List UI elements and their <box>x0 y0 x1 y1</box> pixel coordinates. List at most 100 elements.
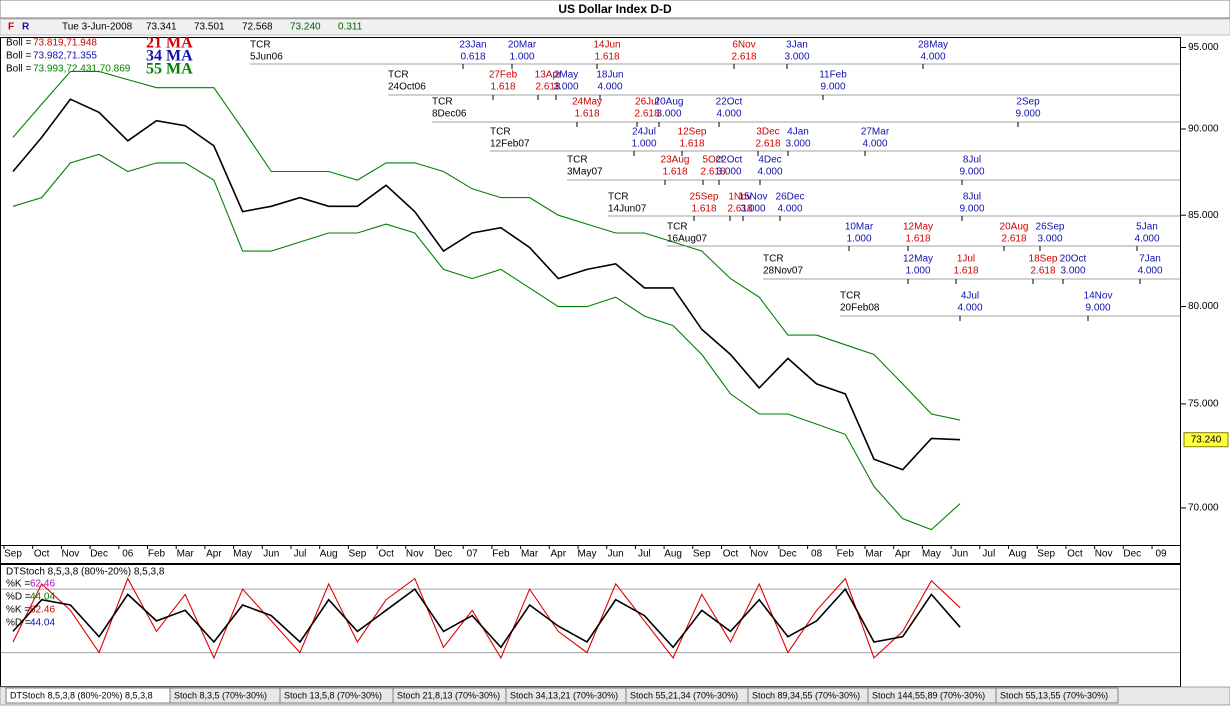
tab-label[interactable]: Stoch 21,8,13 (70%-30%) <box>397 690 500 700</box>
ma-label: 21 MA <box>146 35 193 52</box>
tcr-target-date: 12May <box>903 222 933 233</box>
x-tick-label: 09 <box>1155 549 1167 560</box>
x-tick-label: Sep <box>693 549 711 560</box>
tcr-target-ratio: 1.618 <box>679 139 704 150</box>
tcr-target-ratio: 4.000 <box>716 109 741 120</box>
quote-date: Tue 3-Jun-2008 <box>62 22 133 33</box>
tcr-target-ratio: 2.618 <box>727 204 752 215</box>
indicator-values: 73.982,71.355 <box>33 51 97 62</box>
x-tick-label: Jul <box>294 549 307 560</box>
flag: R <box>22 22 30 33</box>
x-tick-label: Jun <box>263 549 279 560</box>
tab-label[interactable]: Stoch 13,5,8 (70%-30%) <box>284 690 382 700</box>
x-tick-label: Oct <box>723 549 739 560</box>
tcr-target-date: 18Sep <box>1029 254 1058 265</box>
readout-value: 44.04 <box>30 592 55 603</box>
x-tick-label: Aug <box>1009 549 1027 560</box>
tcr-target-ratio: 1.618 <box>490 82 515 93</box>
tcr-target-ratio: 1.000 <box>905 266 930 277</box>
x-tick-label: Jun <box>952 549 968 560</box>
readout-label: %D = <box>6 592 31 603</box>
tcr-target-date: 15Nov <box>739 192 768 203</box>
x-tick-label: Jun <box>608 549 624 560</box>
tcr-target-date: 8Jul <box>963 192 981 203</box>
x-tick-label: Oct <box>378 549 394 560</box>
tcr-target-ratio: 9.000 <box>1085 303 1110 314</box>
readout-label: %K = <box>6 579 30 590</box>
tcr-target-date: 24Jul <box>632 127 656 138</box>
tcr-target-ratio: 1.618 <box>691 204 716 215</box>
x-tick-label: May <box>578 549 597 560</box>
tcr-target-date: 2May <box>554 70 578 81</box>
tcr-date: 28Nov07 <box>763 266 803 277</box>
tcr-label: TCR <box>567 155 588 166</box>
tcr-target-date: 12Sep <box>678 127 707 138</box>
x-tick-label: Dec <box>435 549 453 560</box>
tcr-target-ratio: 4.000 <box>757 167 782 178</box>
tcr-target-ratio: 2.618 <box>700 167 725 178</box>
tab-label[interactable]: Stoch 8,3,5 (70%-30%) <box>174 690 267 700</box>
tcr-target-date: 5Jan <box>1136 222 1158 233</box>
tcr-target-ratio: 3.000 <box>656 109 681 120</box>
tab-label[interactable]: Stoch 34,13,21 (70%-30%) <box>510 690 618 700</box>
ma-label: 34 MA <box>146 48 193 65</box>
flag: F <box>8 22 14 33</box>
tcr-date: 12Feb07 <box>490 139 530 150</box>
y-tick-label: 80.000 <box>1188 301 1219 312</box>
tcr-target-ratio: 1.618 <box>905 234 930 245</box>
tcr-target-ratio: 4.000 <box>597 82 622 93</box>
tab-label[interactable]: Stoch 55,21,34 (70%-30%) <box>630 690 738 700</box>
tcr-target-ratio: 9.000 <box>1015 109 1040 120</box>
indicator-label: Boll = <box>6 64 31 75</box>
x-tick-label: Nov <box>750 549 768 560</box>
x-tick-label: Apr <box>551 549 567 560</box>
x-tick-label: Oct <box>34 549 50 560</box>
tcr-target-ratio: 4.000 <box>920 52 945 63</box>
quote-value: 0.311 <box>338 22 363 33</box>
chart-title: US Dollar Index D-D <box>558 2 672 16</box>
indicator-values: 73.993,72.431,70.869 <box>33 64 131 75</box>
tcr-target-ratio: 2.618 <box>634 109 659 120</box>
tcr-target-ratio: 1.618 <box>574 109 599 120</box>
tcr-target-date: 11Feb <box>819 70 847 81</box>
tab-label[interactable]: Stoch 55,13,55 (70%-30%) <box>1000 690 1108 700</box>
tcr-target-ratio: 3.000 <box>1060 266 1085 277</box>
y-tick-label: 90.000 <box>1188 124 1219 135</box>
tcr-target-ratio: 1.618 <box>662 167 687 178</box>
tcr-target-ratio: 1.618 <box>953 266 978 277</box>
tcr-target-date: 18Jun <box>596 70 623 81</box>
series-line <box>12 70 961 421</box>
tcr-label: TCR <box>763 254 784 265</box>
tcr-target-date: 25Sep <box>690 192 719 203</box>
tcr-target-date: 20Aug <box>1000 222 1029 233</box>
readout-value: 62.46 <box>30 579 55 590</box>
tcr-target-date: 23Jan <box>459 40 486 51</box>
tcr-target-ratio: 3.000 <box>716 167 741 178</box>
tab-label[interactable]: Stoch 144,55,89 (70%-30%) <box>872 690 985 700</box>
tcr-target-date: 23Aug <box>661 155 690 166</box>
tcr-target-ratio: 1.000 <box>846 234 871 245</box>
tcr-label: TCR <box>432 97 453 108</box>
tcr-target-ratio: 2.618 <box>755 139 780 150</box>
tcr-target-date: 1Nov <box>728 192 751 203</box>
tab-label[interactable]: Stoch 89,34,55 (70%-30%) <box>752 690 860 700</box>
x-tick-label: Nov <box>62 549 80 560</box>
tcr-target-ratio: 9.000 <box>820 82 845 93</box>
tcr-target-date: 27Feb <box>489 70 518 81</box>
tcr-target-date: 22Oct <box>716 155 743 166</box>
tab-label[interactable]: DTStoch 8,5,3,8 (80%-20%) 8,5,3,8 <box>10 690 153 700</box>
ma-label: 55 MA <box>146 61 193 78</box>
tcr-target-date: 26Dec <box>776 192 805 203</box>
tcr-target-ratio: 2.618 <box>1001 234 1026 245</box>
tcr-date: 8Dec06 <box>432 109 467 120</box>
tcr-target-date: 27Mar <box>861 127 890 138</box>
series-line <box>12 98 961 471</box>
tcr-target-date: 5Oct <box>702 155 723 166</box>
x-tick-label: Sep <box>4 549 22 560</box>
quote-value: 73.240 <box>290 22 321 33</box>
tab[interactable] <box>995 687 1119 704</box>
x-tick-label: 06 <box>122 549 134 560</box>
tcr-label: TCR <box>840 291 861 302</box>
tcr-target-date: 24May <box>572 97 602 108</box>
